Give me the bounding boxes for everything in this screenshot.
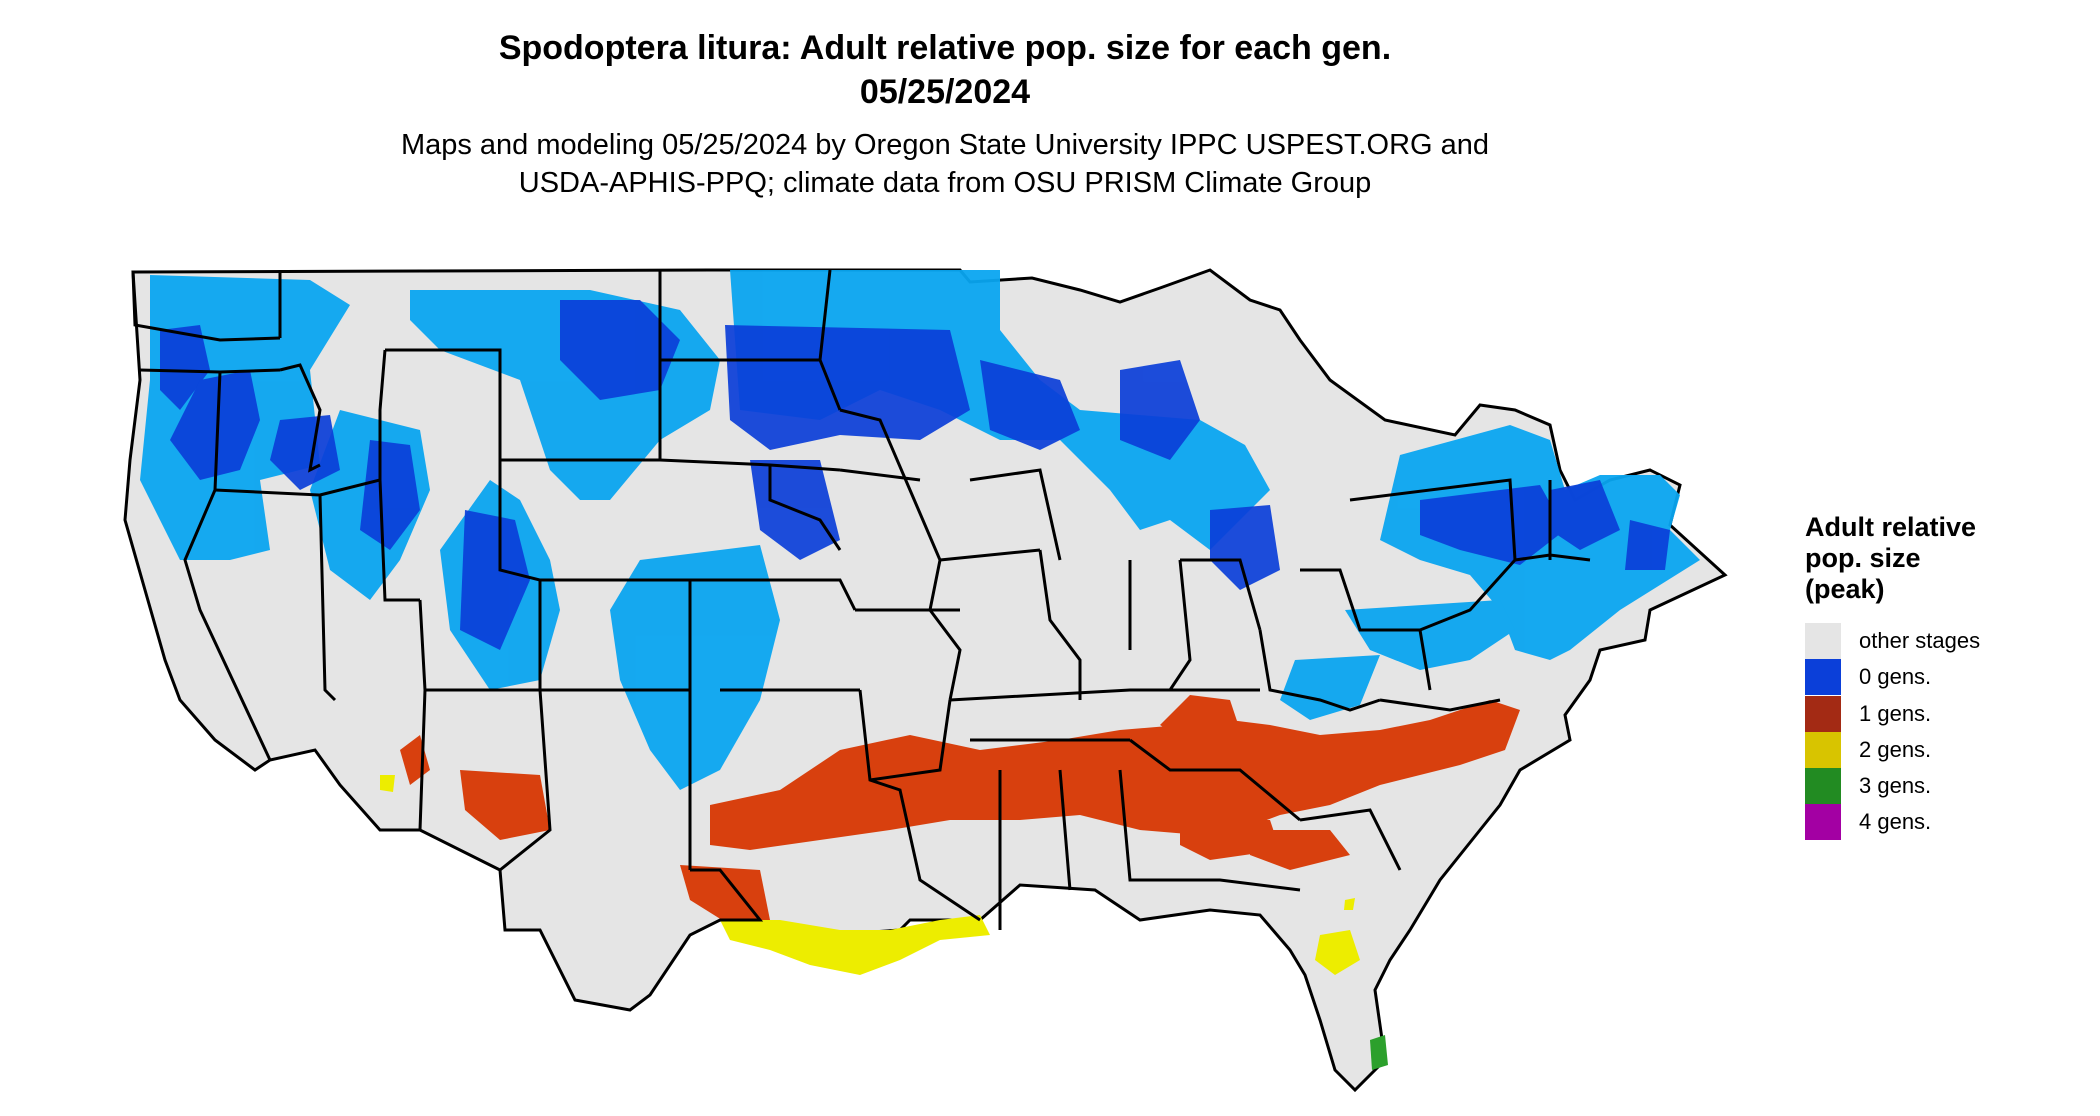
map-credit-line-2: USDA-APHIS-PPQ; climate data from OSU PR… (518, 167, 1372, 199)
legend-swatch (1805, 695, 1841, 732)
legend-title-line: pop. size (1805, 543, 1921, 573)
legend-label: 4 gens. (1859, 809, 1932, 835)
legend-label: 1 gens. (1859, 700, 1932, 726)
two-gen-regions (380, 775, 1360, 975)
legend-swatch (1805, 731, 1841, 768)
us-map (123, 268, 1728, 1093)
one-gen-regions (400, 695, 1520, 925)
state-borders (131, 269, 1591, 930)
three-gen-regions (1370, 1035, 1388, 1070)
legend-item-0-gens: 0 gens. (1805, 659, 2065, 696)
map-date: 05/25/2024 (859, 73, 1031, 111)
zero-gen-dark-regions (160, 300, 1670, 650)
map-title: Spodoptera litura: Adult relative pop. s… (498, 29, 1392, 67)
legend-label: 0 gens. (1859, 664, 1932, 690)
legend-swatch (1805, 804, 1841, 841)
legend-swatch (1805, 623, 1841, 659)
legend-item-1-gens: 1 gens. (1805, 695, 2065, 732)
legend-item-4-gens: 4 gens. (1805, 804, 2065, 841)
legend-label: 3 gens. (1859, 773, 1932, 799)
us-landmass (123, 268, 1728, 1093)
legend-item-2-gens: 2 gens. (1805, 731, 2065, 768)
legend-label: other stages (1859, 628, 1981, 653)
legend-label: 2 gens. (1859, 736, 1932, 762)
legend-title-line: (peak) (1805, 574, 1885, 604)
legend-item-3-gens: 3 gens. (1805, 768, 2065, 805)
map-legend: Adult relative pop. size (peak) other st… (1805, 512, 2065, 841)
map-credit-line-1: Maps and modeling 05/25/2024 by Oregon S… (400, 129, 1490, 161)
legend-item-other-stages: other stages (1805, 623, 2065, 659)
legend-swatch (1805, 659, 1841, 696)
legend-swatch (1805, 768, 1841, 805)
legend-title-line: Adult relative (1805, 512, 1977, 542)
legend-title: Adult relative pop. size (peak) (1805, 512, 2065, 605)
